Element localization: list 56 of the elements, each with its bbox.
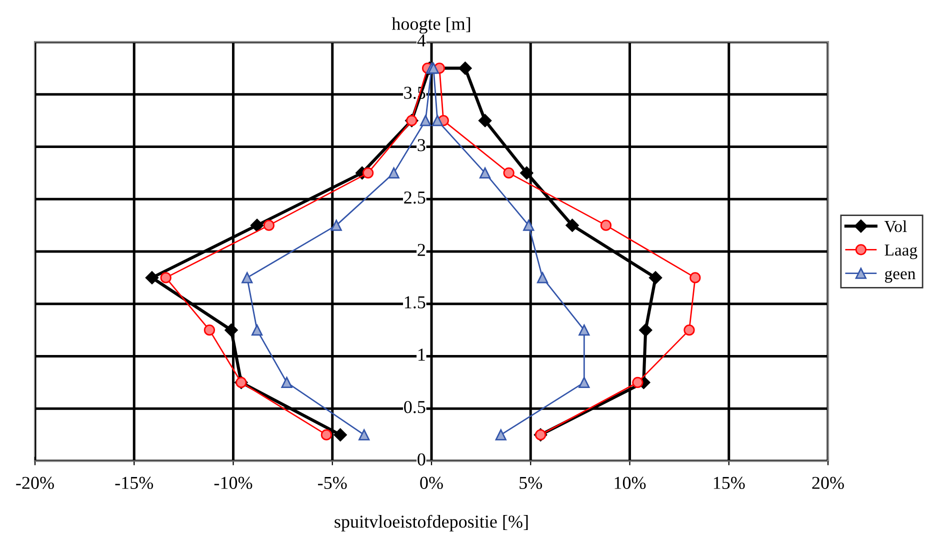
x-tick-label: -5%: [318, 476, 347, 490]
legend-label: Vol: [884, 220, 907, 232]
x-tick-label: 20%: [812, 476, 844, 490]
x-tick-label: 10%: [614, 476, 646, 490]
y-axis-title: hoogte [m]: [392, 17, 470, 34]
point: [600, 220, 612, 231]
x-tick-label: -15%: [115, 476, 154, 490]
point: [263, 220, 274, 231]
point: [362, 167, 374, 178]
point: [388, 167, 400, 178]
y-tick-label: 0.5: [404, 400, 426, 414]
point: [632, 376, 644, 388]
y-tick-label: 2: [418, 244, 425, 256]
point: [145, 271, 159, 284]
x-tick-label: -10%: [214, 476, 252, 490]
point: [639, 323, 652, 337]
x-tick-label: 5%: [520, 476, 542, 490]
point: [251, 324, 263, 336]
point: [420, 115, 432, 126]
point: [690, 272, 701, 284]
point: [523, 220, 534, 231]
point: [320, 429, 332, 440]
point: [495, 429, 506, 440]
point: [432, 115, 444, 126]
point: [204, 324, 216, 336]
legend-label: geen: [884, 270, 916, 283]
point: [242, 272, 253, 284]
y-tick-label: 1: [418, 348, 425, 361]
x-tick-label: 15%: [714, 476, 745, 490]
point: [250, 218, 264, 232]
point: [224, 323, 238, 337]
point: [520, 166, 534, 180]
point: [478, 114, 492, 128]
point: [160, 272, 172, 284]
point: [536, 272, 548, 284]
point: [334, 428, 347, 442]
point: [566, 218, 579, 232]
point: [281, 376, 292, 388]
point: [648, 271, 662, 284]
y-tick-label: 3: [418, 139, 426, 152]
x-tick-label: -20%: [16, 476, 54, 490]
legend-label: Laag: [884, 244, 918, 260]
y-tick-label: 4: [417, 34, 426, 46]
y-tick-label: 1.5: [404, 296, 426, 308]
point: [458, 62, 472, 75]
point: [503, 167, 514, 178]
point: [330, 220, 342, 231]
point: [358, 429, 370, 440]
point: [479, 167, 491, 178]
y-tick-label: 2.5: [404, 192, 426, 204]
x-axis-title: spuitvloeistofdepositie [%]: [334, 514, 528, 532]
point: [578, 324, 590, 336]
y-tick-label: 0: [418, 453, 426, 466]
point: [684, 324, 695, 336]
point: [578, 376, 590, 388]
x-tick-label: 0%: [420, 476, 443, 490]
